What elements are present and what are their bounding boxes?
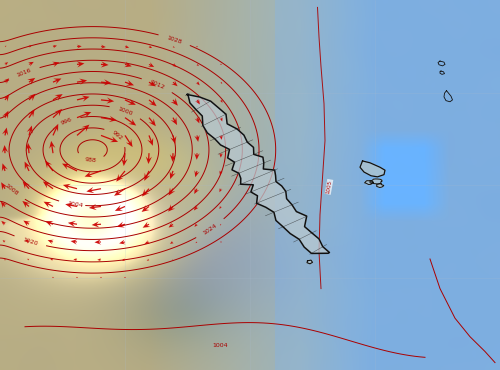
Text: 1004: 1004 xyxy=(212,343,228,349)
Polygon shape xyxy=(370,179,382,184)
Text: 1005: 1005 xyxy=(326,179,332,194)
Text: 1016: 1016 xyxy=(16,68,32,78)
Text: 992: 992 xyxy=(111,130,124,141)
Polygon shape xyxy=(364,181,374,185)
Text: 1000: 1000 xyxy=(118,106,134,116)
Polygon shape xyxy=(360,161,385,177)
Polygon shape xyxy=(187,94,330,253)
Text: 1028: 1028 xyxy=(166,35,182,44)
Text: 1024: 1024 xyxy=(202,222,218,235)
Text: 1012: 1012 xyxy=(149,79,166,90)
Text: 996: 996 xyxy=(60,117,74,126)
Polygon shape xyxy=(376,184,384,188)
Text: 1008: 1008 xyxy=(4,182,20,196)
Text: 1004: 1004 xyxy=(67,201,84,208)
Text: 1020: 1020 xyxy=(22,237,38,246)
Polygon shape xyxy=(307,260,312,264)
Text: 988: 988 xyxy=(84,157,96,163)
